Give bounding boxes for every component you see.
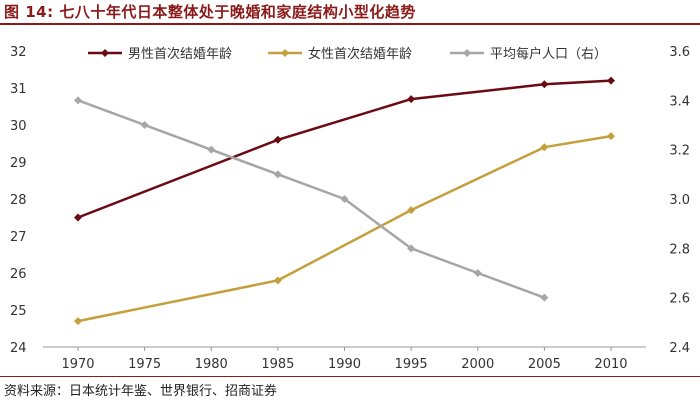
x-tick-label: 2000: [461, 357, 494, 372]
series-2-marker: [207, 145, 216, 154]
series-0-marker: [74, 213, 82, 222]
x-tick-label: 1985: [261, 357, 294, 372]
series-2-marker: [340, 195, 349, 203]
series-2-marker: [140, 121, 149, 129]
y-left-tick-label: 26: [10, 267, 27, 282]
chart-series: [74, 76, 615, 326]
x-tick-label: 1975: [128, 357, 161, 372]
y-left-tick-label: 32: [10, 45, 27, 60]
y-right-tick-label: 3.6: [669, 45, 690, 60]
legend-marker-2: [463, 49, 471, 57]
series-1-marker: [540, 143, 549, 152]
series-2-marker: [540, 293, 549, 302]
series-1-marker: [74, 317, 82, 326]
y-left-tick-label: 31: [10, 82, 27, 97]
line-chart: 24 25 26 27 28 29 30 31 32 2.4 2.6 2.8 3.0 3.2 3.4 3.6 1…: [10, 45, 690, 372]
legend-label-0: 男性首次结婚年龄: [128, 46, 232, 62]
x-tick-label: 1995: [395, 357, 428, 372]
y-right-tick-label: 3.2: [669, 144, 690, 159]
title-bar: 图 14: 七八十年代日本整体处于晚婚和家庭结构小型化趋势: [0, 0, 700, 25]
series-0-marker: [540, 80, 549, 89]
x-tick-label: 1970: [61, 357, 94, 372]
y-left-tick-label: 25: [10, 304, 27, 319]
series-1-marker: [407, 206, 416, 215]
series-2-marker: [473, 269, 482, 277]
x-tick-label: 2010: [594, 357, 627, 372]
series-2-marker: [407, 244, 416, 253]
source-note: 资料来源：日本统计年鉴、世界银行、招商证券: [4, 384, 278, 399]
legend-marker-0: [101, 49, 109, 57]
y-right-tick-label: 2.4: [669, 341, 690, 356]
series-0-marker: [273, 135, 282, 144]
legend-marker-1: [281, 49, 289, 57]
y-right-tick-label: 2.8: [669, 242, 690, 257]
series-0-marker: [407, 95, 416, 104]
chart-legend: 男性首次结婚年龄 女性首次结婚年龄 平均每户人口（右）: [88, 46, 607, 62]
chart-title: 图 14: 七八十年代日本整体处于晚婚和家庭结构小型化趋势: [4, 3, 416, 21]
y-left-tick-label: 29: [10, 156, 27, 171]
x-tick-label: 1990: [328, 357, 361, 372]
series-0-marker: [607, 76, 615, 85]
chart-axes: 24 25 26 27 28 29 30 31 32 2.4 2.6 2.8 3.0 3.2 3.4 3.6 1…: [10, 45, 690, 372]
series-2-marker: [273, 170, 282, 179]
x-tick-label: 2005: [528, 357, 561, 372]
y-left-tick-label: 28: [10, 193, 27, 208]
series-1-marker: [607, 132, 615, 141]
y-right-tick-label: 2.6: [669, 292, 690, 307]
series-2-marker: [74, 96, 82, 105]
y-right-tick-label: 3.4: [669, 94, 690, 109]
x-tick-label: 1980: [195, 357, 228, 372]
series-line-2: [77, 99, 545, 299]
legend-label-1: 女性首次结婚年龄: [308, 46, 412, 62]
y-left-tick-label: 30: [10, 119, 27, 134]
legend-label-2: 平均每户人口（右）: [490, 46, 607, 62]
y-left-tick-label: 27: [10, 230, 27, 245]
title-rule: [0, 23, 700, 25]
y-right-tick-label: 3.0: [669, 193, 690, 208]
y-left-tick-label: 24: [10, 341, 27, 356]
series-1-marker: [273, 276, 282, 285]
footer-rule: [0, 376, 700, 377]
